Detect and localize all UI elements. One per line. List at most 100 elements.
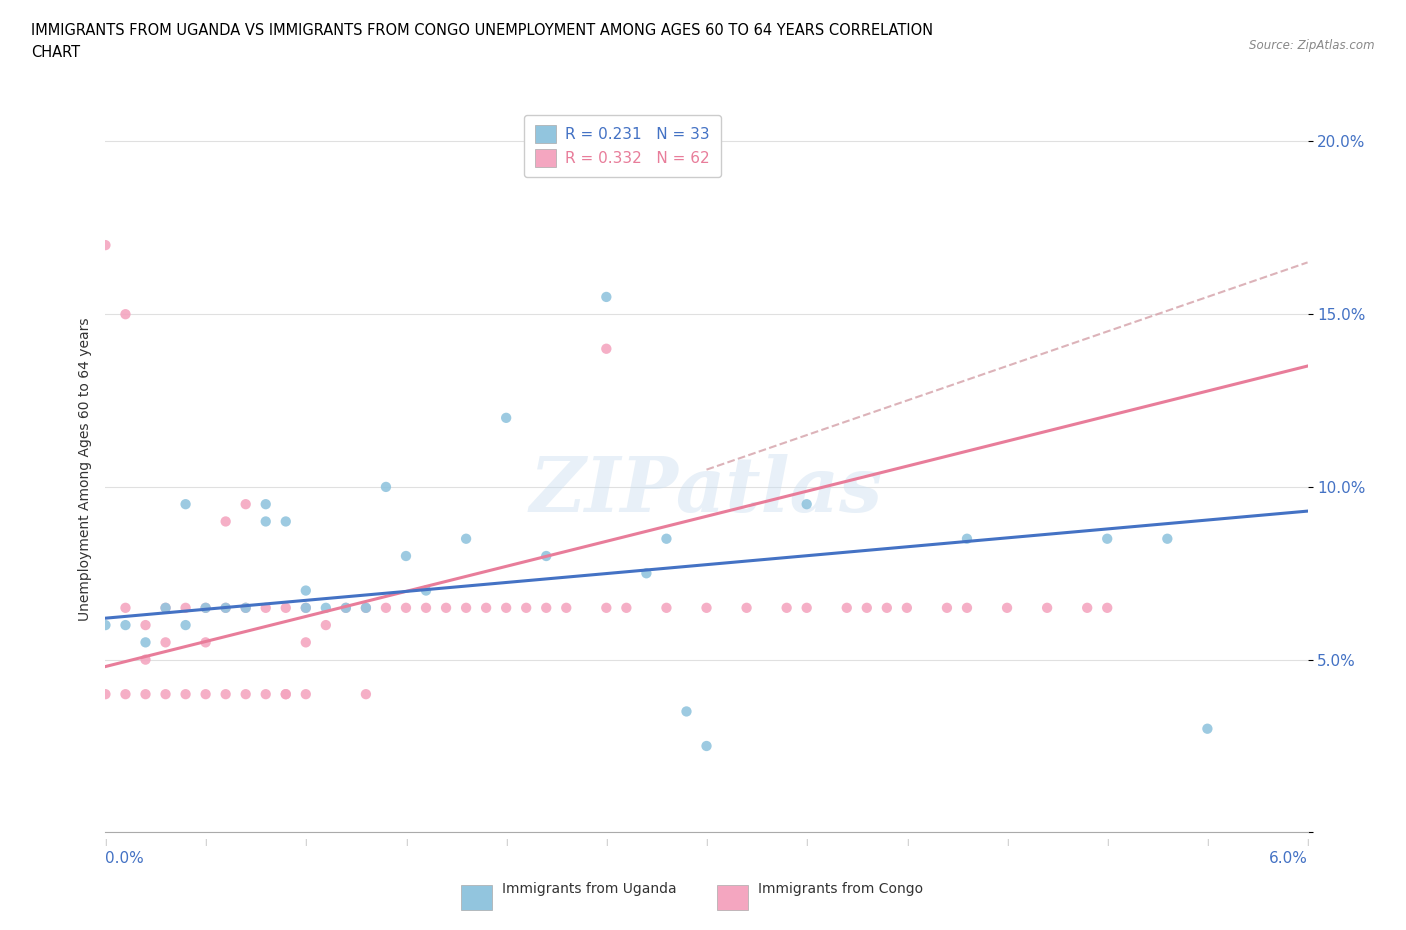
Text: CHART: CHART <box>31 45 80 60</box>
Point <box>595 601 617 616</box>
Point <box>395 549 418 564</box>
Point <box>655 531 678 546</box>
Legend: R = 0.231   N = 33, R = 0.332   N = 62: R = 0.231 N = 33, R = 0.332 N = 62 <box>524 114 721 178</box>
Point <box>235 601 257 616</box>
Point <box>135 686 157 701</box>
Point <box>114 618 136 632</box>
Text: 6.0%: 6.0% <box>1268 851 1308 866</box>
Text: Immigrants from Uganda: Immigrants from Uganda <box>502 882 676 897</box>
Text: |: | <box>905 839 908 846</box>
Point <box>395 601 418 616</box>
Point <box>274 514 297 529</box>
Point <box>194 601 217 616</box>
Point <box>454 531 477 546</box>
Point <box>374 601 398 616</box>
Text: |: | <box>505 839 508 846</box>
Point <box>214 601 236 616</box>
Point <box>155 601 177 616</box>
Point <box>896 601 918 616</box>
Point <box>675 704 697 719</box>
Text: |: | <box>1206 839 1209 846</box>
Text: |: | <box>605 839 607 846</box>
Text: |: | <box>1005 839 1008 846</box>
Point <box>295 686 318 701</box>
Point <box>534 601 557 616</box>
Point <box>135 618 157 632</box>
Text: |: | <box>1107 839 1108 846</box>
Point <box>335 601 357 616</box>
Point <box>876 601 898 616</box>
Point <box>194 635 217 650</box>
FancyBboxPatch shape <box>717 885 748 910</box>
Point <box>415 601 437 616</box>
Text: |: | <box>204 839 207 846</box>
Point <box>254 514 277 529</box>
Point <box>1097 531 1119 546</box>
Point <box>415 583 437 598</box>
Point <box>636 565 658 580</box>
Point <box>1036 601 1059 616</box>
Text: |: | <box>706 839 707 846</box>
Point <box>354 601 377 616</box>
Text: 0.0%: 0.0% <box>105 851 145 866</box>
Point <box>1197 722 1219 737</box>
Point <box>114 601 136 616</box>
Point <box>936 601 959 616</box>
Point <box>696 738 718 753</box>
Point <box>214 686 236 701</box>
Point <box>315 618 337 632</box>
Point <box>515 601 537 616</box>
Point <box>956 531 979 546</box>
Point <box>335 601 357 616</box>
Point <box>235 601 257 616</box>
Point <box>274 686 297 701</box>
Y-axis label: Unemployment Among Ages 60 to 64 years: Unemployment Among Ages 60 to 64 years <box>77 318 91 621</box>
Point <box>315 601 337 616</box>
Text: ZIPatlas: ZIPatlas <box>530 455 883 528</box>
Point <box>94 618 117 632</box>
Point <box>735 601 758 616</box>
Text: |: | <box>305 839 307 846</box>
Point <box>534 549 557 564</box>
Point <box>235 686 257 701</box>
Point <box>254 497 277 512</box>
Point <box>495 601 517 616</box>
FancyBboxPatch shape <box>461 885 492 910</box>
Point <box>274 601 297 616</box>
Point <box>174 497 197 512</box>
Point <box>174 618 197 632</box>
Text: |: | <box>405 839 408 846</box>
Point <box>595 289 617 304</box>
Point <box>354 686 377 701</box>
Point <box>374 480 398 495</box>
Point <box>696 601 718 616</box>
Point <box>995 601 1018 616</box>
Point <box>254 601 277 616</box>
Point <box>194 686 217 701</box>
Point <box>796 497 818 512</box>
Point <box>295 601 318 616</box>
Point <box>295 583 318 598</box>
Text: IMMIGRANTS FROM UGANDA VS IMMIGRANTS FROM CONGO UNEMPLOYMENT AMONG AGES 60 TO 64: IMMIGRANTS FROM UGANDA VS IMMIGRANTS FRO… <box>31 23 934 38</box>
Point <box>194 601 217 616</box>
Point <box>1156 531 1178 546</box>
Point <box>174 601 197 616</box>
Text: |: | <box>806 839 808 846</box>
Point <box>655 601 678 616</box>
Text: Immigrants from Congo: Immigrants from Congo <box>758 882 922 897</box>
Point <box>1097 601 1119 616</box>
Point <box>454 601 477 616</box>
Point <box>295 635 318 650</box>
Point <box>495 410 517 425</box>
Point <box>475 601 498 616</box>
Point <box>114 307 136 322</box>
Point <box>135 635 157 650</box>
Point <box>855 601 877 616</box>
Point <box>835 601 858 616</box>
Point <box>616 601 638 616</box>
Point <box>135 652 157 667</box>
Point <box>155 635 177 650</box>
Point <box>214 514 236 529</box>
Point <box>214 601 236 616</box>
Point <box>595 341 617 356</box>
